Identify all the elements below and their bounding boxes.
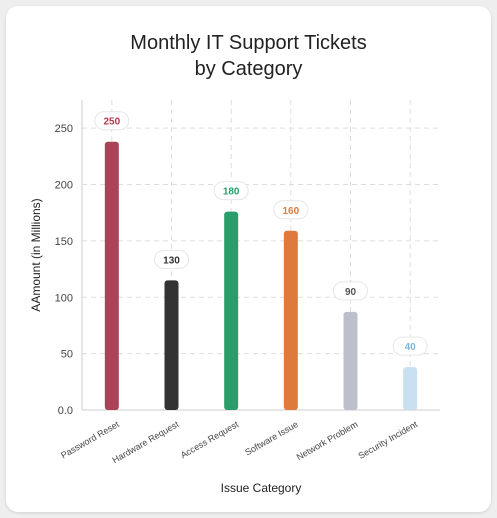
bar [104,141,119,410]
data-label-pill [154,249,189,269]
data-label: 160 [282,206,299,217]
chart-title-line-2: by Category [194,58,303,80]
bar [403,367,418,410]
bar [224,211,239,410]
x-tick-label: Hardware Request [111,419,181,465]
data-label-pill [333,281,368,301]
data-label-pill [273,200,309,220]
x-tick-label: Password Reset [59,419,121,461]
data-label: 250 [103,117,120,128]
y-tick-label: 200 [55,180,73,192]
data-label-pill [213,181,249,201]
y-tick-labels: 0.0 50 100 150 200 250 [55,123,73,417]
x-axis-label: Issue Category [221,481,302,495]
axes [81,100,440,411]
x-tick-label: Access Request [179,419,241,460]
y-tick-label: 0.0 [58,405,73,417]
bars [104,141,418,410]
chart-title-line-1: Monthly IT Support Tickets [130,32,367,54]
x-tick-label: Security Incident [357,419,420,461]
data-label-pill [94,111,130,131]
y-tick-label: 250 [55,123,73,135]
data-labels: 250 130 180 160 90 40 [94,111,428,356]
bar [164,280,179,410]
data-label: 90 [345,287,357,298]
data-label: 40 [405,342,417,353]
chart-card [6,6,491,512]
data-label: 180 [223,187,240,198]
data-label: 130 [163,255,180,266]
y-tick-label: 150 [55,236,73,248]
chart-title: Monthly IT Support Tickets by Category [0,30,497,82]
x-tick-label: Network Problem [295,419,360,462]
y-axis-label: AAmount (in Millions) [29,198,43,311]
bar [283,230,298,410]
x-tick-label: Software Issue [243,419,300,457]
data-label-pill [392,336,428,356]
grid-lines [82,100,440,410]
y-tick-label: 100 [55,292,73,304]
y-tick-label: 50 [61,349,73,361]
bar [343,311,358,410]
